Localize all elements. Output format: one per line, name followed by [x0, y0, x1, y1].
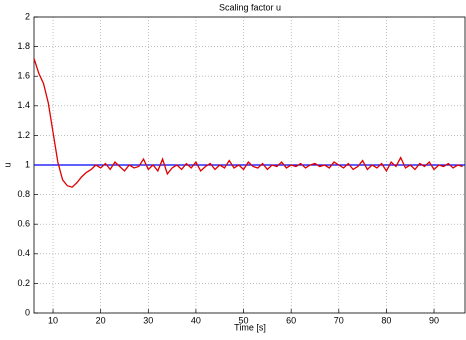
x-tick-label: 50: [239, 315, 249, 325]
data-line: [33, 58, 463, 188]
x-tick-label: 60: [286, 315, 296, 325]
y-tick-label: 0.8: [17, 189, 30, 199]
y-tick-label: 0: [25, 307, 30, 317]
x-tick-label: 10: [48, 315, 58, 325]
y-tick-label: 1.4: [17, 100, 30, 110]
x-axis-label: Time [s]: [234, 322, 266, 332]
y-tick-label: 1.2: [17, 130, 30, 140]
y-tick-label: 2: [25, 11, 30, 21]
y-tick-label: 1.6: [17, 71, 30, 81]
y-tick-label: 1.8: [17, 41, 30, 51]
x-tick-label: 90: [429, 315, 439, 325]
y-tick-label: 0.6: [17, 219, 30, 229]
x-tick-label: 40: [191, 315, 201, 325]
y-tick-label: 1: [25, 159, 30, 169]
x-tick-label: 20: [96, 315, 106, 325]
x-tick-label: 70: [334, 315, 344, 325]
y-axis-label: u: [2, 162, 12, 167]
x-tick-label: 30: [143, 315, 153, 325]
y-tick-label: 0.4: [17, 248, 30, 258]
x-tick-label: 80: [381, 315, 391, 325]
chart-title: Scaling factor u: [219, 2, 281, 12]
y-tick-label: 0.2: [17, 278, 30, 288]
